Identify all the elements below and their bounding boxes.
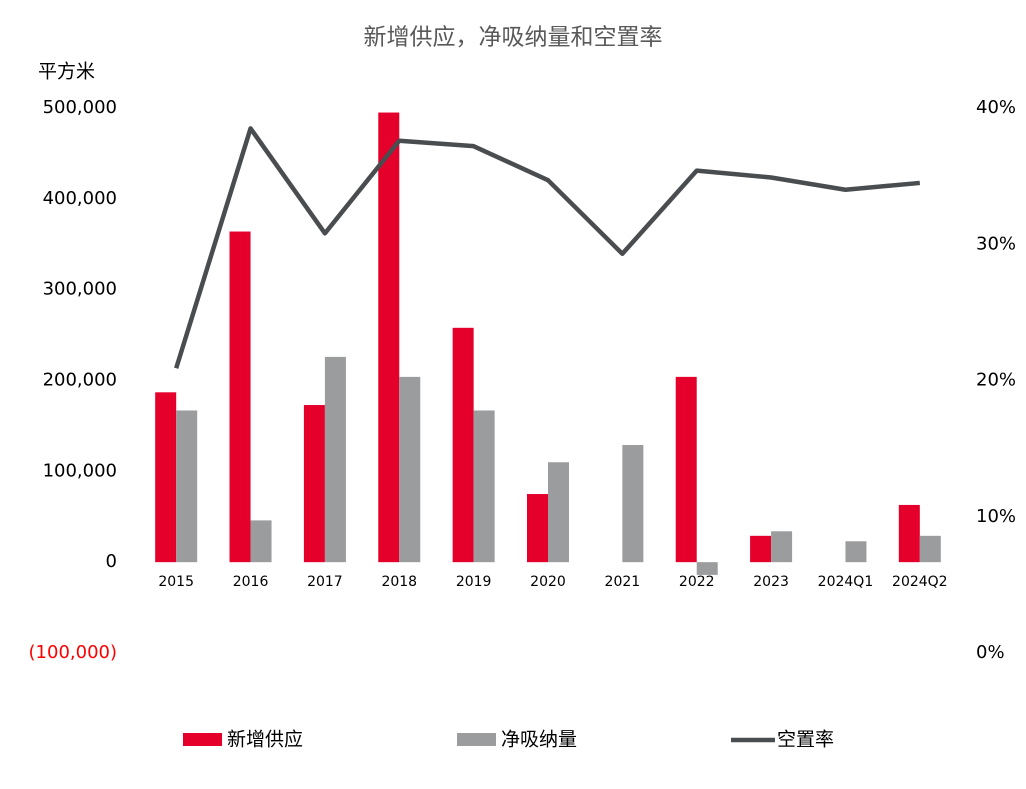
bar [250, 520, 272, 563]
y-tick-label: (100,000) [29, 642, 117, 663]
y-tick-label: 300,000 [43, 279, 117, 300]
bar [622, 444, 644, 563]
bar [675, 376, 697, 563]
bar [845, 541, 867, 563]
x-tick-label: 2020 [530, 574, 566, 590]
y2-tick-label: 10% [976, 506, 1016, 527]
y2-tick-label: 30% [976, 233, 1016, 254]
bar [919, 535, 941, 563]
bar [771, 531, 793, 563]
x-tick-label: 2021 [605, 574, 641, 590]
y2-tick-label: 40% [976, 97, 1016, 118]
bar [324, 356, 346, 563]
bar [378, 112, 400, 563]
bar [155, 392, 177, 563]
chart-title: 新增供应，净吸纳量和空置率 [364, 25, 663, 51]
x-tick-label: 2023 [753, 574, 789, 590]
bar [303, 405, 325, 563]
bar [176, 410, 198, 563]
legend-label: 净吸纳量 [501, 729, 577, 751]
legend-label: 新增供应 [227, 729, 303, 751]
bar [473, 410, 495, 563]
x-tick-label: 2024Q2 [892, 574, 948, 590]
bar [750, 535, 772, 563]
bar [229, 231, 251, 563]
line [174, 126, 921, 369]
y-tick-label: 0 [106, 551, 117, 572]
legend-swatch [457, 733, 496, 746]
bar [452, 327, 474, 563]
x-tick-label: 2015 [158, 574, 194, 590]
y2-tick-label: 0% [976, 642, 1005, 663]
bar [548, 462, 569, 563]
x-tick-label: 2016 [233, 574, 269, 590]
bar [696, 562, 718, 575]
y2-tick-label: 20% [976, 370, 1016, 391]
y-axis-label: 平方米 [38, 61, 95, 83]
y-tick-label: 200,000 [43, 370, 117, 391]
y-tick-label: 500,000 [43, 97, 117, 118]
y-tick-label: 100,000 [43, 460, 117, 481]
y-tick-label: 400,000 [43, 188, 117, 209]
x-tick-label: 2018 [381, 574, 417, 590]
bar [399, 376, 421, 563]
bar [527, 494, 548, 563]
x-tick-label: 2024Q1 [818, 574, 874, 590]
legend-swatch [183, 733, 222, 746]
x-tick-label: 2019 [456, 574, 492, 590]
x-tick-label: 2022 [679, 574, 715, 590]
legend-label: 空置率 [777, 729, 834, 751]
bar [898, 504, 920, 563]
x-tick-label: 2017 [307, 574, 343, 590]
